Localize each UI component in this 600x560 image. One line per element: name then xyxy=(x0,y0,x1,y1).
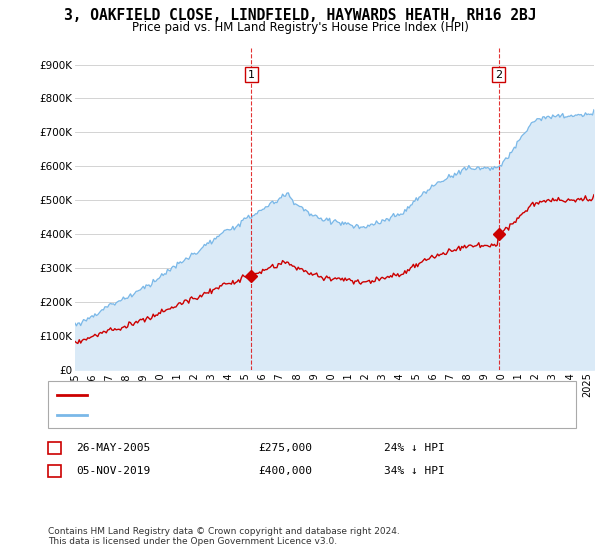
Text: 1: 1 xyxy=(51,444,58,454)
Text: Price paid vs. HM Land Registry's House Price Index (HPI): Price paid vs. HM Land Registry's House … xyxy=(131,21,469,34)
Text: 26-MAY-2005: 26-MAY-2005 xyxy=(76,444,151,454)
Text: 3, OAKFIELD CLOSE, LINDFIELD, HAYWARDS HEATH, RH16 2BJ (detached house): 3, OAKFIELD CLOSE, LINDFIELD, HAYWARDS H… xyxy=(90,390,488,400)
Text: 2: 2 xyxy=(495,69,502,80)
Text: Contains HM Land Registry data © Crown copyright and database right 2024.
This d: Contains HM Land Registry data © Crown c… xyxy=(48,526,400,546)
Text: 34% ↓ HPI: 34% ↓ HPI xyxy=(384,466,445,476)
Text: £400,000: £400,000 xyxy=(258,466,312,476)
Text: 2: 2 xyxy=(51,466,58,476)
Text: 24% ↓ HPI: 24% ↓ HPI xyxy=(384,444,445,454)
Text: 3, OAKFIELD CLOSE, LINDFIELD, HAYWARDS HEATH, RH16 2BJ: 3, OAKFIELD CLOSE, LINDFIELD, HAYWARDS H… xyxy=(64,8,536,24)
Text: £275,000: £275,000 xyxy=(258,444,312,454)
Text: HPI: Average price, detached house, Mid Sussex: HPI: Average price, detached house, Mid … xyxy=(90,410,331,420)
Text: 1: 1 xyxy=(248,69,255,80)
Text: 05-NOV-2019: 05-NOV-2019 xyxy=(76,466,151,476)
